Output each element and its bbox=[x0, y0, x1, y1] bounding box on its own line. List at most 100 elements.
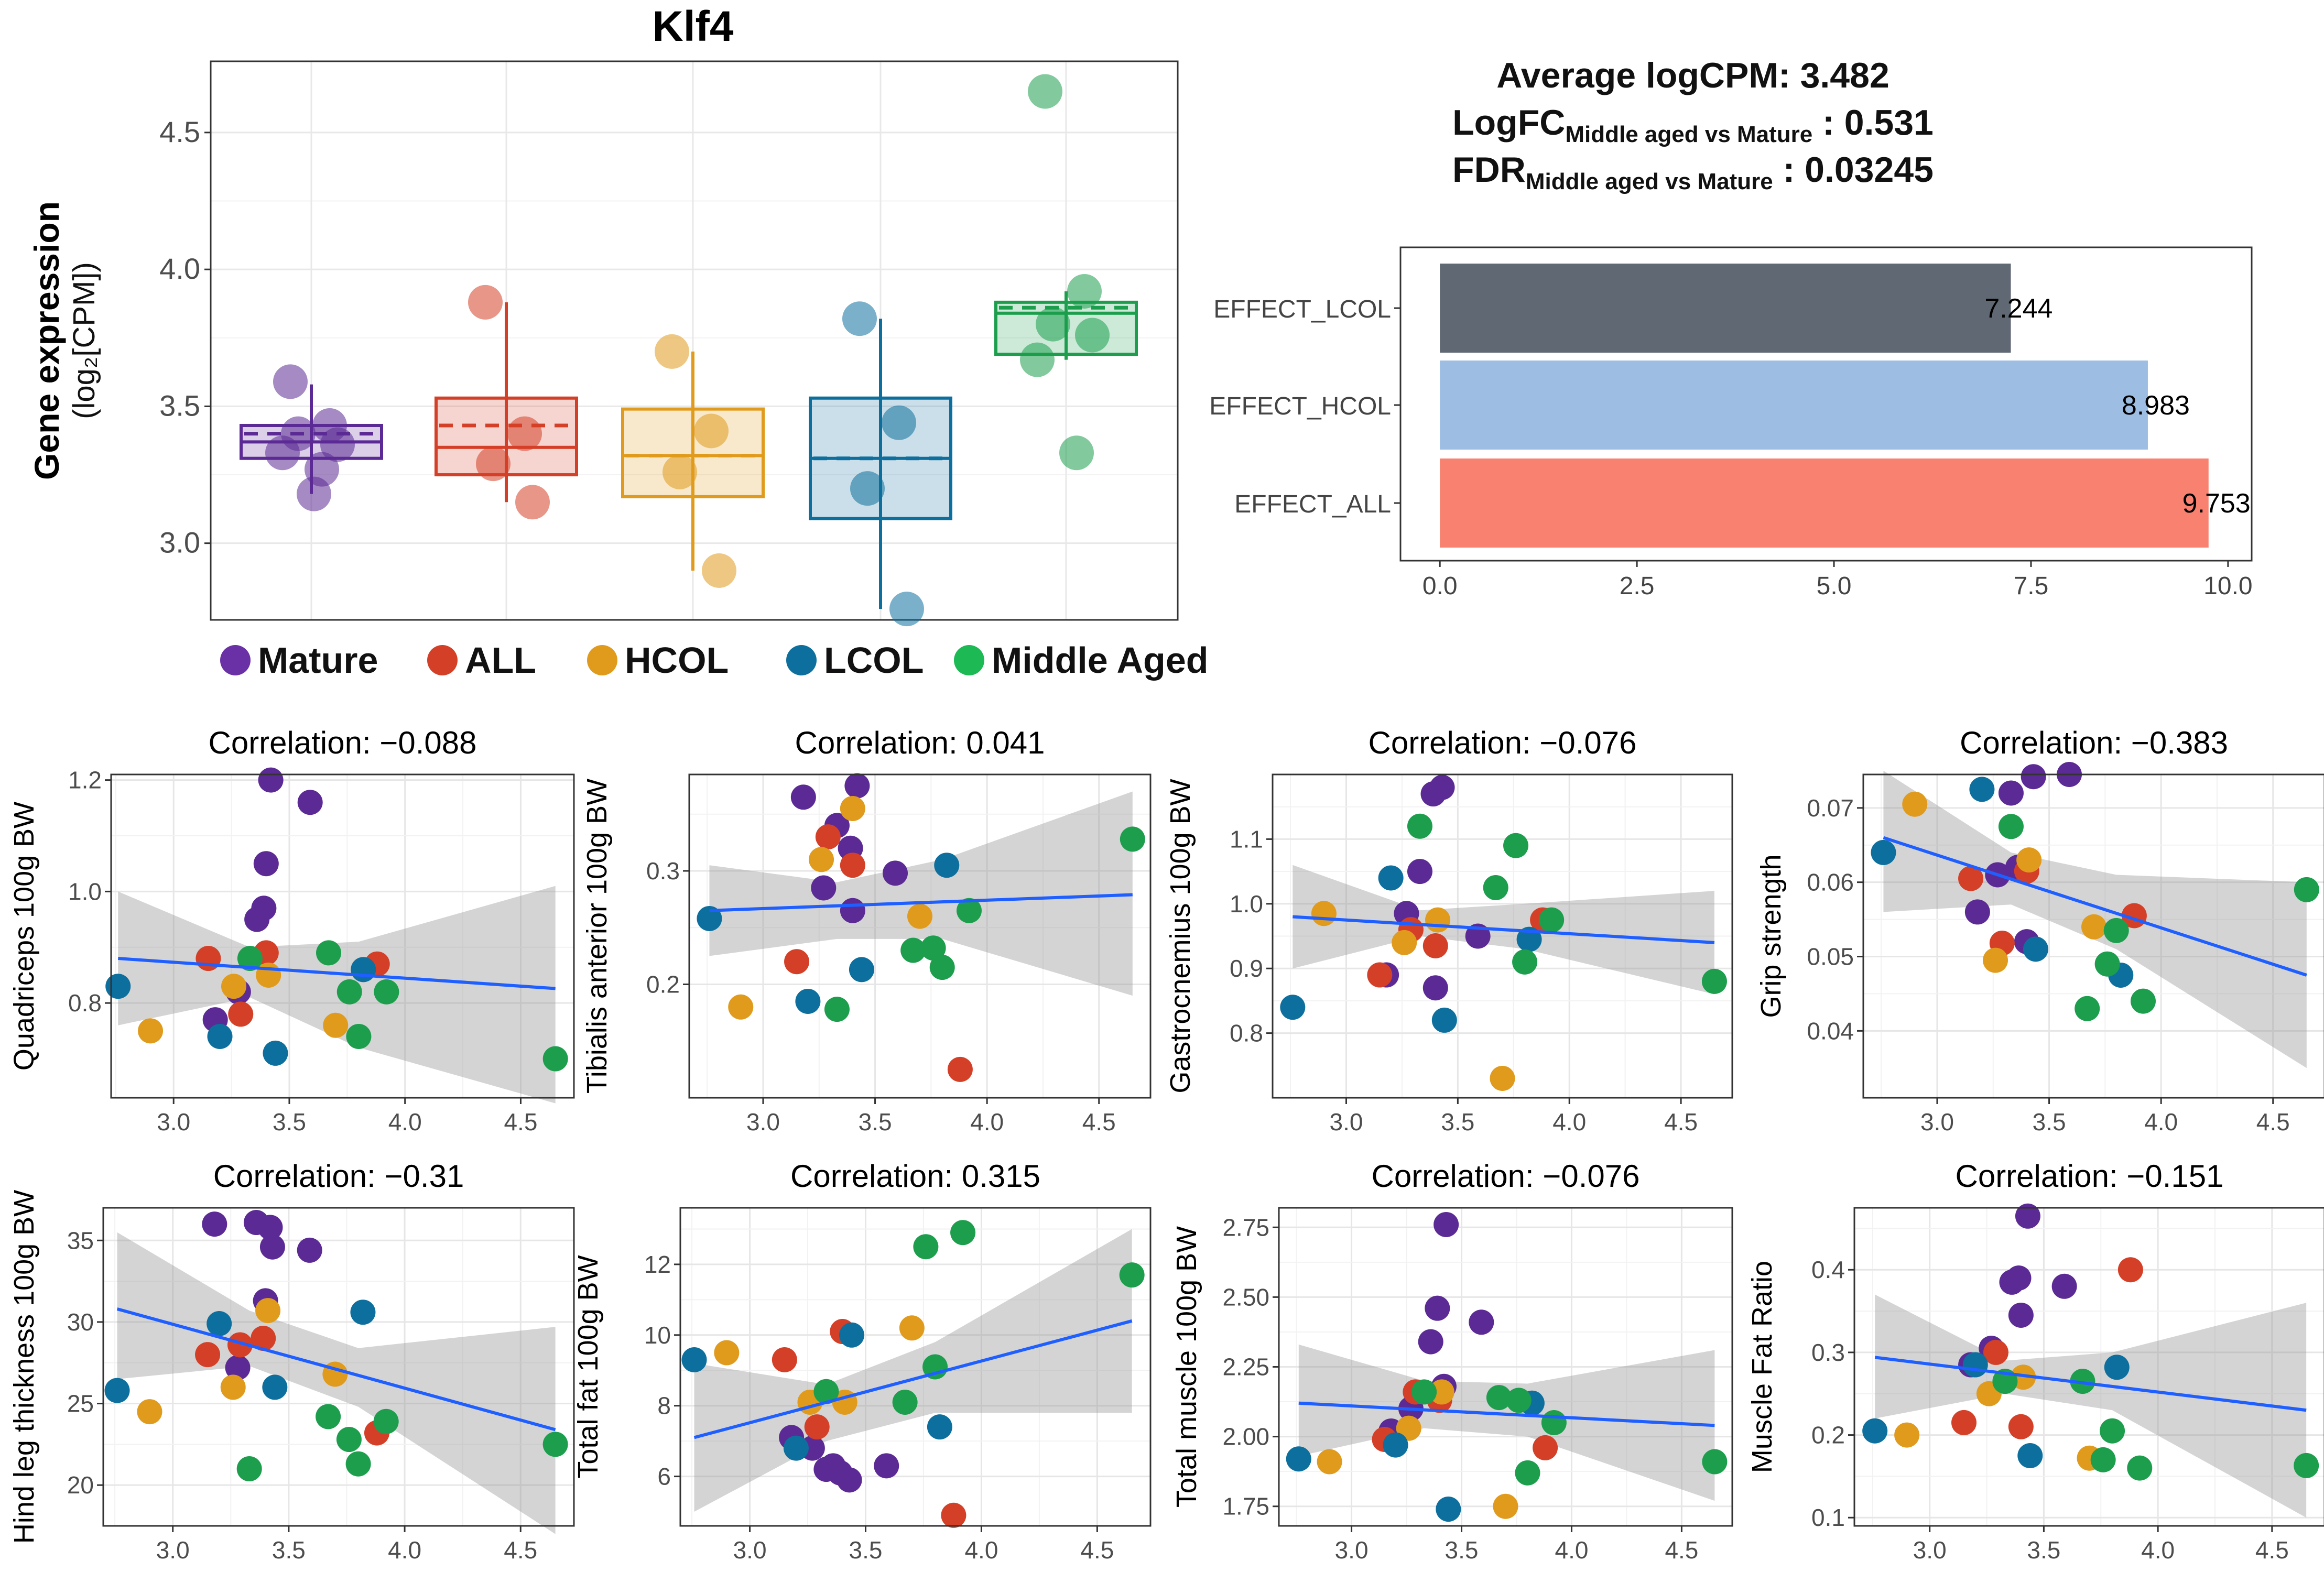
scatter-point bbox=[221, 974, 246, 999]
stats-fdr-subscript: Middle aged vs Mature bbox=[1525, 169, 1773, 194]
scatter-xtick-label: 4.5 bbox=[2255, 1536, 2289, 1564]
effect-bar-xtick-label: 7.5 bbox=[2014, 572, 2049, 600]
scatter-correlation-title: Correlation: −0.088 bbox=[209, 725, 477, 760]
effect-bar-effect-hcol bbox=[1440, 361, 2148, 450]
scatter-ytick-label: 12 bbox=[644, 1251, 671, 1278]
scatter-point bbox=[784, 949, 810, 975]
scatter-correlation-title: Correlation: −0.151 bbox=[1956, 1159, 2224, 1194]
scatter-correlation-title: Correlation: 0.041 bbox=[795, 725, 1045, 760]
scatter-point bbox=[2021, 764, 2046, 790]
scatter-ylabel: Gastrocnemius 100g BW bbox=[1165, 779, 1196, 1093]
scatter-point bbox=[920, 935, 946, 961]
scatter-point bbox=[950, 1220, 976, 1246]
box-iqr bbox=[621, 407, 765, 498]
scatter-panel-quadriceps-100g-bw: 3.0 3.5 4.0 4.5 0.8 1.0 1.2 Correlation: −0.088… bbox=[8, 725, 575, 1136]
box-plot: 3.0 3.5 4.0 4.5 Klf4 Gene expression (log₂[CPM… bbox=[27, 3, 1179, 627]
scatter-point bbox=[2015, 1203, 2040, 1229]
scatter-ytick-label: 0.04 bbox=[1807, 1017, 1854, 1044]
scatter-ylabel: Tibialis anterior 100g BW bbox=[581, 779, 613, 1094]
scatter-point bbox=[373, 1409, 399, 1434]
scatter-point bbox=[2130, 988, 2156, 1014]
scatter-panel-border bbox=[1853, 1207, 2324, 1527]
scatter-point bbox=[2103, 918, 2129, 943]
scatter-point bbox=[1702, 1449, 1728, 1475]
stats-average-logcpm: Average logCPM: 3.482 bbox=[1405, 55, 1981, 96]
box-point bbox=[663, 454, 697, 489]
scatter-ytick-label: 1.0 bbox=[68, 878, 102, 905]
scatter-point bbox=[1894, 1422, 1920, 1448]
scatter-xtick-label: 4.5 bbox=[1665, 1536, 1698, 1564]
scatter-xtick-label: 3.0 bbox=[746, 1108, 780, 1136]
scatter-panel-total-muscle-100g-bw: 3.0 3.5 4.0 4.5 1.75 2.00 2.25 2.50 2.75 Correlat… bbox=[1171, 1159, 1733, 1564]
scatter-xtick-label: 3.5 bbox=[849, 1536, 883, 1564]
scatter-point bbox=[1493, 1493, 1518, 1519]
box-middle-aged bbox=[994, 74, 1138, 471]
effect-bar-category-label: EFFECT_LCOL bbox=[1213, 296, 1391, 323]
scatter-point bbox=[947, 1056, 973, 1082]
scatter-ytick-label: 0.07 bbox=[1807, 794, 1854, 822]
scatter-point bbox=[345, 1451, 371, 1477]
scatter-point bbox=[1378, 865, 1404, 891]
scatter-xtick-label: 3.0 bbox=[156, 1536, 190, 1564]
box-plot-ytick-label: 3.5 bbox=[159, 389, 200, 422]
scatter-correlation-title: Correlation: −0.383 bbox=[1960, 725, 2228, 760]
scatter-ytick-label: 25 bbox=[67, 1390, 94, 1417]
scatter-xtick-label: 3.0 bbox=[1913, 1536, 1947, 1564]
legend-swatch-mature bbox=[220, 645, 251, 675]
scatter-point bbox=[228, 1001, 254, 1027]
scatter-point bbox=[883, 860, 908, 886]
scatter-point bbox=[137, 1399, 162, 1425]
scatter-xtick-label: 4.0 bbox=[964, 1536, 998, 1564]
box-lcol bbox=[809, 301, 952, 627]
scatter-point bbox=[207, 1023, 233, 1049]
scatter-ytick-label: 1.2 bbox=[68, 767, 102, 794]
scatter-point bbox=[824, 997, 850, 1022]
stats-fdr: FDRMiddle aged vs Mature : 0.03245 bbox=[1352, 149, 2034, 195]
scatter-ylabel: Hind leg thickness 100g BW bbox=[8, 1190, 40, 1544]
scatter-point bbox=[1998, 814, 2024, 839]
box-point bbox=[273, 364, 308, 399]
scatter-point bbox=[1407, 813, 1432, 839]
effect-bar-xtick-label: 0.0 bbox=[1422, 572, 1458, 600]
scatter-ylabel: Total fat 100g BW bbox=[572, 1255, 604, 1478]
scatter-panel-muscle-fat-ratio: 3.0 3.5 4.0 4.5 0.1 0.2 0.3 0.4 Correlation: −0.… bbox=[1746, 1159, 2324, 1564]
scatter-ytick-label: 0.4 bbox=[1811, 1256, 1845, 1283]
scatter-point bbox=[1425, 907, 1451, 933]
scatter-xtick-label: 3.5 bbox=[2033, 1108, 2066, 1136]
effect-bar-xtick-label: 5.0 bbox=[1817, 572, 1852, 600]
scatter-ytick-label: 1.1 bbox=[1230, 825, 1263, 853]
scatter-ytick-label: 2.50 bbox=[1222, 1283, 1269, 1311]
scatter-point bbox=[220, 1374, 246, 1400]
scatter-point bbox=[258, 767, 284, 793]
scatter-xtick-label: 4.0 bbox=[970, 1108, 1004, 1136]
scatter-point bbox=[1469, 1309, 1494, 1335]
scatter-point bbox=[2051, 1273, 2077, 1299]
box-mature bbox=[240, 364, 383, 511]
box-plot-border bbox=[210, 60, 1179, 621]
scatter-point bbox=[2294, 1453, 2319, 1478]
scatter-panel-gastrocnemius-100g-bw: 3.0 3.5 4.0 4.5 0.8 0.9 1.0 1.1 Correlation: −0.… bbox=[1165, 725, 1733, 1136]
scatter-ytick-label: 0.9 bbox=[1230, 955, 1263, 982]
scatter-point bbox=[138, 1018, 164, 1044]
legend-swatch-middle-aged bbox=[954, 645, 984, 675]
legend-item-all: ALL bbox=[427, 634, 536, 686]
scatter-point bbox=[815, 824, 841, 850]
scatter-xtick-label: 4.0 bbox=[388, 1536, 421, 1564]
scatter-point bbox=[374, 979, 399, 1005]
box-point bbox=[320, 427, 355, 462]
scatter-point bbox=[795, 988, 821, 1014]
scatter-xtick-label: 3.5 bbox=[273, 1108, 306, 1136]
scatter-panel-grip-strength: 3.0 3.5 4.0 4.5 0.04 0.05 0.06 0.07 Correlation:… bbox=[1755, 725, 2324, 1136]
box-plot-ylabel-unit: (log₂[CPM]) bbox=[67, 262, 101, 419]
scatter-point bbox=[2008, 1414, 2034, 1439]
scatter-point bbox=[1969, 777, 1995, 802]
scatter-point bbox=[1902, 791, 1928, 817]
scatter-point bbox=[336, 1427, 362, 1453]
scatter-ylabel: Muscle Fat Ratio bbox=[1746, 1261, 1778, 1473]
scatter-point bbox=[207, 1311, 232, 1337]
box-plot-ytick-label: 4.0 bbox=[159, 252, 200, 285]
scatter-confidence-band bbox=[1298, 1344, 1715, 1501]
scatter-correlation-title: Correlation: −0.076 bbox=[1369, 725, 1637, 760]
scatter-ytick-label: 35 bbox=[67, 1227, 94, 1254]
